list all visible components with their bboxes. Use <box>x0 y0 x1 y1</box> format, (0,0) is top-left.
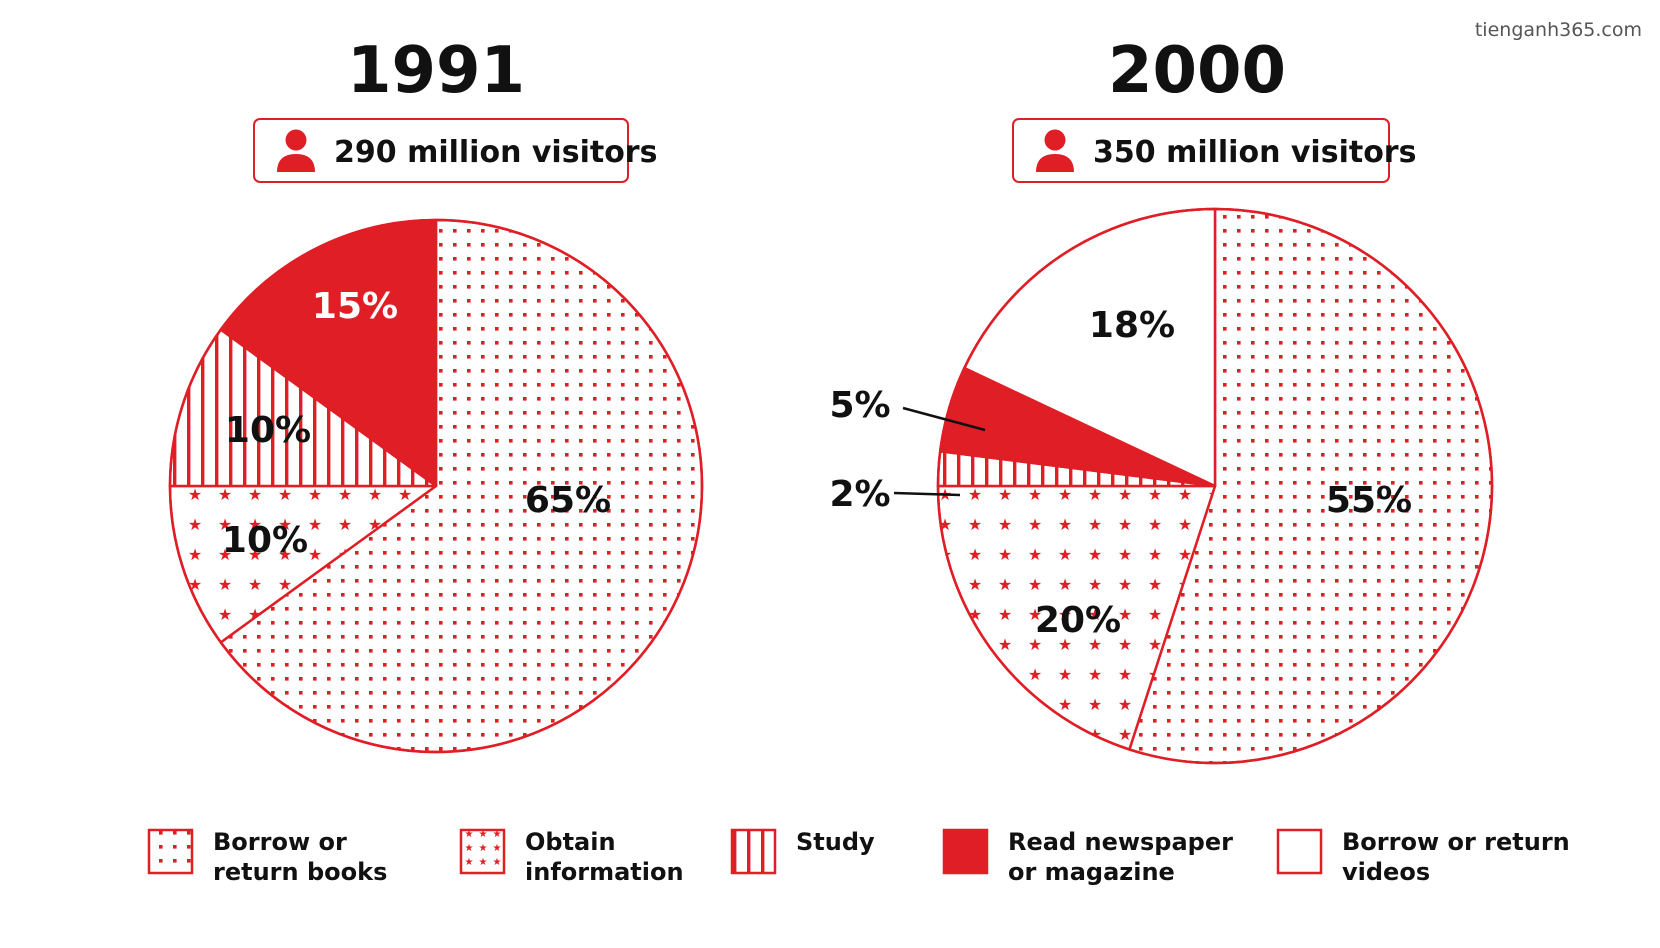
slice-label-borrow-or-return-books: 65% <box>525 480 611 521</box>
legend-swatch-stars <box>459 828 506 875</box>
slice-label-borrow-or-return-videos: 18% <box>1089 305 1175 346</box>
legend-label-line: Obtain <box>525 828 616 856</box>
legend-swatch-stripes <box>730 828 777 875</box>
legend-swatch-empty <box>1276 828 1323 875</box>
legend-label-line: Read newspaper <box>1008 828 1233 856</box>
slice-label-obtain-information: 20% <box>1035 600 1121 641</box>
watermark: tienganh365.com <box>1475 19 1642 41</box>
slice-label-study: 10% <box>225 410 311 451</box>
slice-label-read-newspaper-or-magazine: 15% <box>312 286 398 327</box>
person-icon <box>1036 129 1074 172</box>
chart-title-1991: 1991 <box>347 34 525 108</box>
slice-label-read-newspaper-or-magazine: 5% <box>829 385 890 426</box>
legend-label-line: Borrow or <box>213 828 347 856</box>
person-icon <box>277 129 315 172</box>
legend-label-line: Borrow or return <box>1342 828 1570 856</box>
legend-swatch-dots <box>147 828 194 875</box>
pie-outline <box>168 218 704 754</box>
legend-item-study: Study <box>730 828 875 875</box>
legend-label-line: return books <box>213 858 387 886</box>
pie-outline <box>936 207 1494 765</box>
pie-chart-1991: 65% 10% 10% 15% <box>168 218 704 754</box>
slice-label-borrow-or-return-books: 55% <box>1326 480 1412 521</box>
legend-label-line: videos <box>1342 858 1430 886</box>
legend-label-line: or magazine <box>1008 858 1175 886</box>
leader-line-study <box>893 491 961 497</box>
legend-label-line: Study <box>796 828 875 856</box>
pie-chart-2000: 55% 20% 2% 5% 18% <box>829 207 1494 765</box>
slice-label-obtain-information: 10% <box>222 520 308 561</box>
visitors-text-2000: 350 million visitors <box>1093 135 1416 170</box>
slice-label-study: 2% <box>829 474 890 515</box>
leader-line-read-newspaper-or-magazine <box>902 406 986 432</box>
chart-title-2000: 2000 <box>1108 34 1286 108</box>
visitors-badge-2000: 350 million visitors <box>1012 118 1416 183</box>
visitors-text-1991: 290 million visitors <box>334 135 657 170</box>
legend-label-line: information <box>525 858 684 886</box>
visitors-badge-1991: 290 million visitors <box>253 118 657 183</box>
legend-swatch-solid <box>942 828 989 875</box>
